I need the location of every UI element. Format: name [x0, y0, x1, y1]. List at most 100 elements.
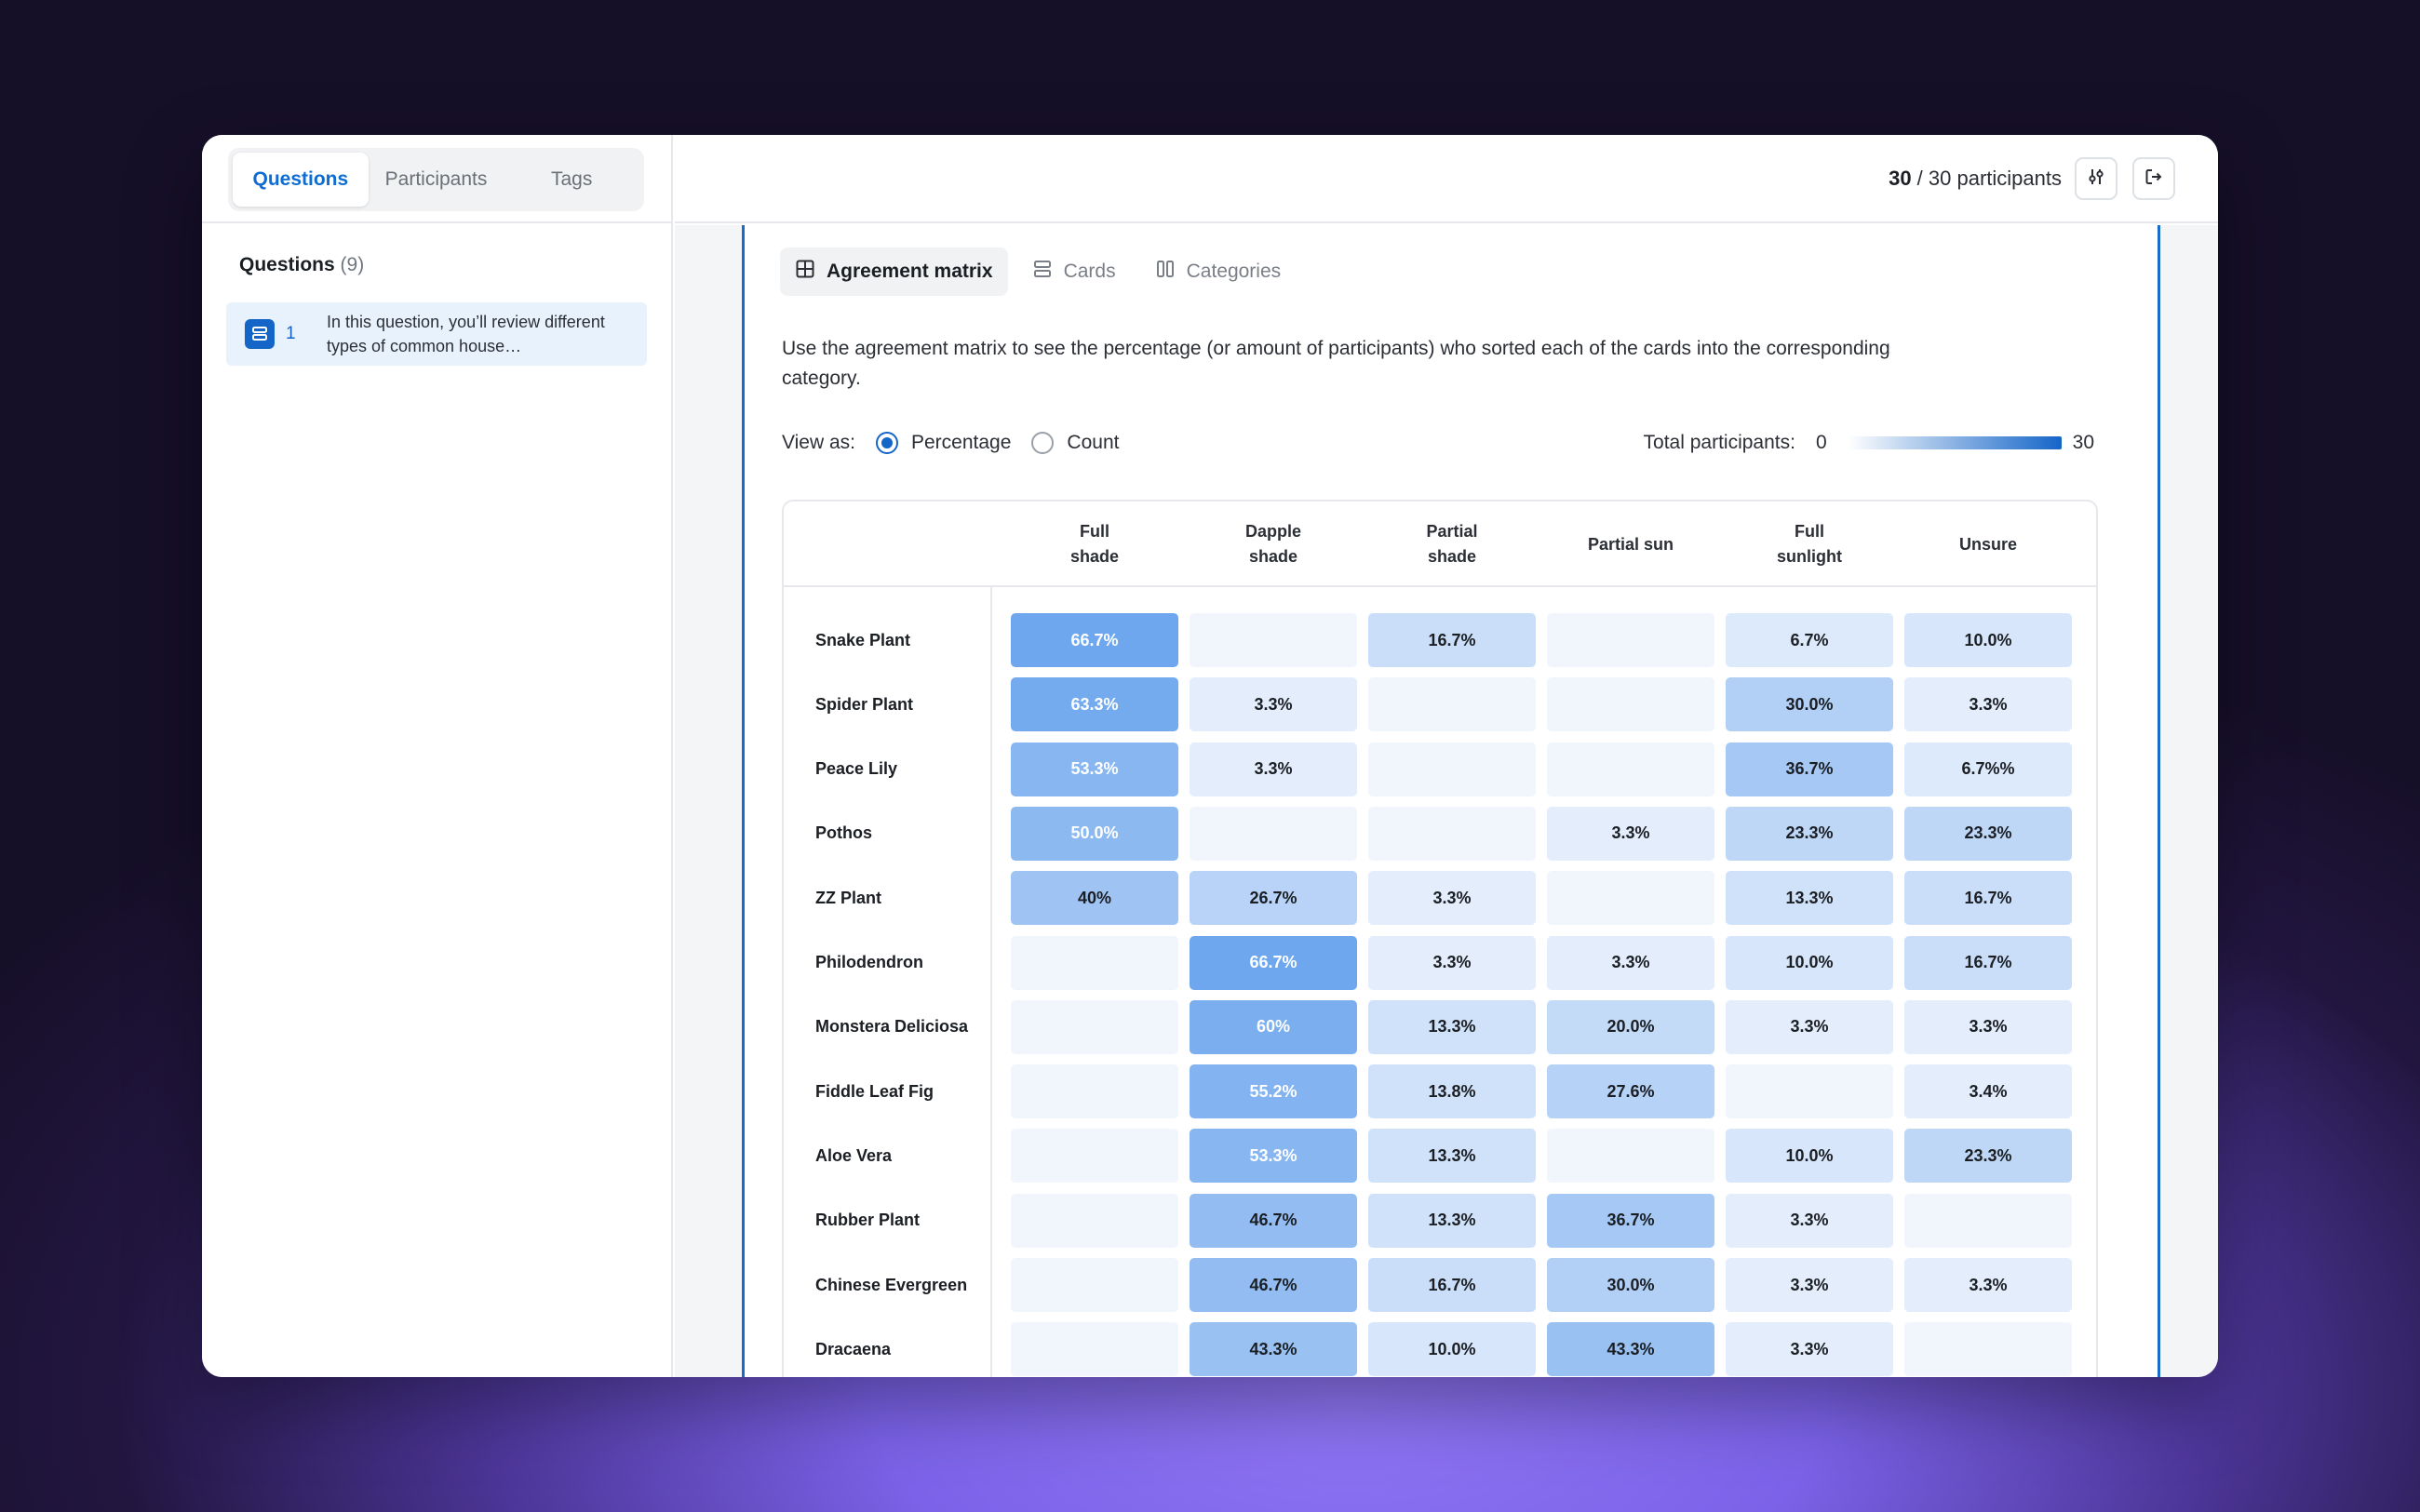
- matrix-cell[interactable]: 66.7%: [1011, 613, 1178, 667]
- matrix-cell[interactable]: [1011, 1193, 1178, 1248]
- matrix-cell[interactable]: 10.0%: [1726, 935, 1893, 990]
- legend-gradient-bar: [1847, 436, 2062, 449]
- matrix-cell[interactable]: 16.7%: [1904, 871, 2072, 926]
- radio-percentage[interactable]: [876, 432, 898, 454]
- row-label: Peace Lily: [815, 759, 898, 779]
- row-label: Fiddle Leaf Fig: [815, 1081, 934, 1101]
- tab-questions[interactable]: Questions: [233, 153, 369, 207]
- matrix-cell[interactable]: [1011, 935, 1178, 990]
- matrix-cell[interactable]: 6.7%: [1726, 613, 1893, 667]
- matrix-cell[interactable]: 26.7%: [1190, 871, 1357, 926]
- matrix-cell[interactable]: 46.7%: [1190, 1193, 1357, 1248]
- matrix-cell[interactable]: 3.3%: [1190, 742, 1357, 796]
- matrix-cell[interactable]: 43.3%: [1547, 1322, 1714, 1377]
- matrix-cell[interactable]: 16.7%: [1904, 935, 2072, 990]
- matrix-cell[interactable]: [1368, 806, 1536, 861]
- matrix-cell[interactable]: 6.7%%: [1904, 742, 2072, 796]
- matrix-cell[interactable]: 10.0%: [1726, 1129, 1893, 1184]
- results-panel: Agreement matrix Cards C: [742, 225, 2160, 1377]
- matrix-cell[interactable]: [1904, 1193, 2072, 1248]
- matrix-cell[interactable]: [1547, 677, 1714, 732]
- matrix-cell[interactable]: 3.3%: [1190, 677, 1357, 732]
- row-label: Spider Plant: [815, 694, 914, 714]
- matrix-cell[interactable]: [1190, 806, 1357, 861]
- matrix-cell[interactable]: 27.6%: [1547, 1064, 1714, 1119]
- matrix-cell[interactable]: [1547, 871, 1714, 926]
- matrix-cell[interactable]: 55.2%: [1190, 1064, 1357, 1119]
- matrix-cell[interactable]: [1368, 742, 1536, 796]
- column-header: Full shade: [1069, 522, 1120, 566]
- matrix-cell[interactable]: 13.3%: [1368, 1129, 1536, 1184]
- tab-agreement-matrix[interactable]: Agreement matrix: [780, 248, 1008, 296]
- tab-categories[interactable]: Categories: [1140, 248, 1297, 296]
- sidebar-tabs: Questions Participants Tags: [228, 148, 644, 211]
- matrix-cell[interactable]: 3.4%: [1904, 1064, 2072, 1119]
- matrix-cell[interactable]: 20.0%: [1547, 999, 1714, 1054]
- radio-count[interactable]: [1031, 432, 1055, 454]
- matrix-cell[interactable]: 60%: [1190, 999, 1357, 1054]
- matrix-cell[interactable]: 16.7%: [1368, 613, 1536, 667]
- matrix-cell[interactable]: 23.3%: [1904, 806, 2072, 861]
- column-header: Partial shade: [1426, 522, 1478, 566]
- matrix-cell[interactable]: [1547, 742, 1714, 796]
- matrix-cell[interactable]: 13.3%: [1368, 999, 1536, 1054]
- matrix-cell[interactable]: 3.3%: [1547, 806, 1714, 861]
- matrix-cell[interactable]: 10.0%: [1904, 613, 2072, 667]
- exit-button[interactable]: [2132, 157, 2175, 200]
- matrix-cell[interactable]: 3.3%: [1547, 935, 1714, 990]
- matrix-cell[interactable]: 3.3%: [1904, 999, 2072, 1054]
- radio-count-label[interactable]: Count: [1067, 432, 1120, 453]
- matrix-cell[interactable]: [1547, 1129, 1714, 1184]
- tab-participants[interactable]: Participants: [384, 168, 488, 190]
- row-label: Snake Plant: [815, 630, 911, 649]
- view-tabs: Agreement matrix Cards C: [780, 248, 1296, 296]
- matrix-cell[interactable]: [1547, 613, 1714, 667]
- matrix-cell[interactable]: 40%: [1011, 871, 1178, 926]
- matrix-cell[interactable]: [1011, 999, 1178, 1054]
- matrix-cell[interactable]: 30.0%: [1547, 1258, 1714, 1312]
- participants-count: 30 / 30 participants: [1889, 167, 2062, 191]
- tab-agreement-matrix-label: Agreement matrix: [827, 261, 993, 282]
- question-item[interactable]: 1 In this question, you’ll review differ…: [226, 302, 647, 366]
- column-header: Full sunlight: [1777, 522, 1842, 566]
- matrix-cell[interactable]: [1368, 677, 1536, 732]
- matrix-cell[interactable]: 13.3%: [1368, 1193, 1536, 1248]
- matrix-cell[interactable]: 30.0%: [1726, 677, 1893, 732]
- matrix-cell[interactable]: 13.8%: [1368, 1064, 1536, 1119]
- matrix-cell[interactable]: [1190, 613, 1357, 667]
- matrix-cell[interactable]: 23.3%: [1726, 806, 1893, 861]
- matrix-cell[interactable]: 46.7%: [1190, 1258, 1357, 1312]
- matrix-cell[interactable]: 3.3%: [1726, 1322, 1893, 1377]
- matrix-cell[interactable]: 36.7%: [1726, 742, 1893, 796]
- tab-tags[interactable]: Tags: [551, 168, 593, 190]
- matrix-cell[interactable]: 13.3%: [1726, 871, 1893, 926]
- matrix-cell[interactable]: 53.3%: [1190, 1129, 1357, 1184]
- matrix-cell[interactable]: 3.3%: [1368, 871, 1536, 926]
- matrix-cell[interactable]: [1904, 1322, 2072, 1377]
- filter-button[interactable]: [2075, 157, 2118, 200]
- matrix-cell[interactable]: 3.3%: [1904, 1258, 2072, 1312]
- matrix-cell[interactable]: 66.7%: [1190, 935, 1357, 990]
- matrix-cell[interactable]: [1011, 1064, 1178, 1119]
- matrix-cell[interactable]: 23.3%: [1904, 1129, 2072, 1184]
- matrix-cell[interactable]: 3.3%: [1368, 935, 1536, 990]
- matrix-cell[interactable]: [1011, 1258, 1178, 1312]
- matrix-cell[interactable]: 3.3%: [1726, 1193, 1893, 1248]
- matrix-cell[interactable]: 3.3%: [1726, 1258, 1893, 1312]
- sidebar: Questions Participants Tags Questions (9…: [202, 135, 673, 1377]
- matrix-cell[interactable]: 43.3%: [1190, 1322, 1357, 1377]
- matrix-cell[interactable]: [1726, 1064, 1893, 1119]
- matrix-cell[interactable]: [1011, 1322, 1178, 1377]
- matrix-cell[interactable]: 16.7%: [1368, 1258, 1536, 1312]
- matrix-cell[interactable]: 3.3%: [1904, 677, 2072, 732]
- matrix-cell[interactable]: 36.7%: [1547, 1193, 1714, 1248]
- matrix-cell[interactable]: [1011, 1129, 1178, 1184]
- matrix-cell[interactable]: 53.3%: [1011, 742, 1178, 796]
- radio-percentage-label[interactable]: Percentage: [911, 432, 1012, 453]
- matrix-cell[interactable]: 50.0%: [1011, 806, 1178, 861]
- matrix-header: Full shade Dapple shade Partial shade Partial …: [784, 502, 2096, 587]
- matrix-cell[interactable]: 63.3%: [1011, 677, 1178, 732]
- matrix-cell[interactable]: 3.3%: [1726, 999, 1893, 1054]
- tab-cards[interactable]: Cards: [1017, 248, 1131, 296]
- matrix-cell[interactable]: 10.0%: [1368, 1322, 1536, 1377]
